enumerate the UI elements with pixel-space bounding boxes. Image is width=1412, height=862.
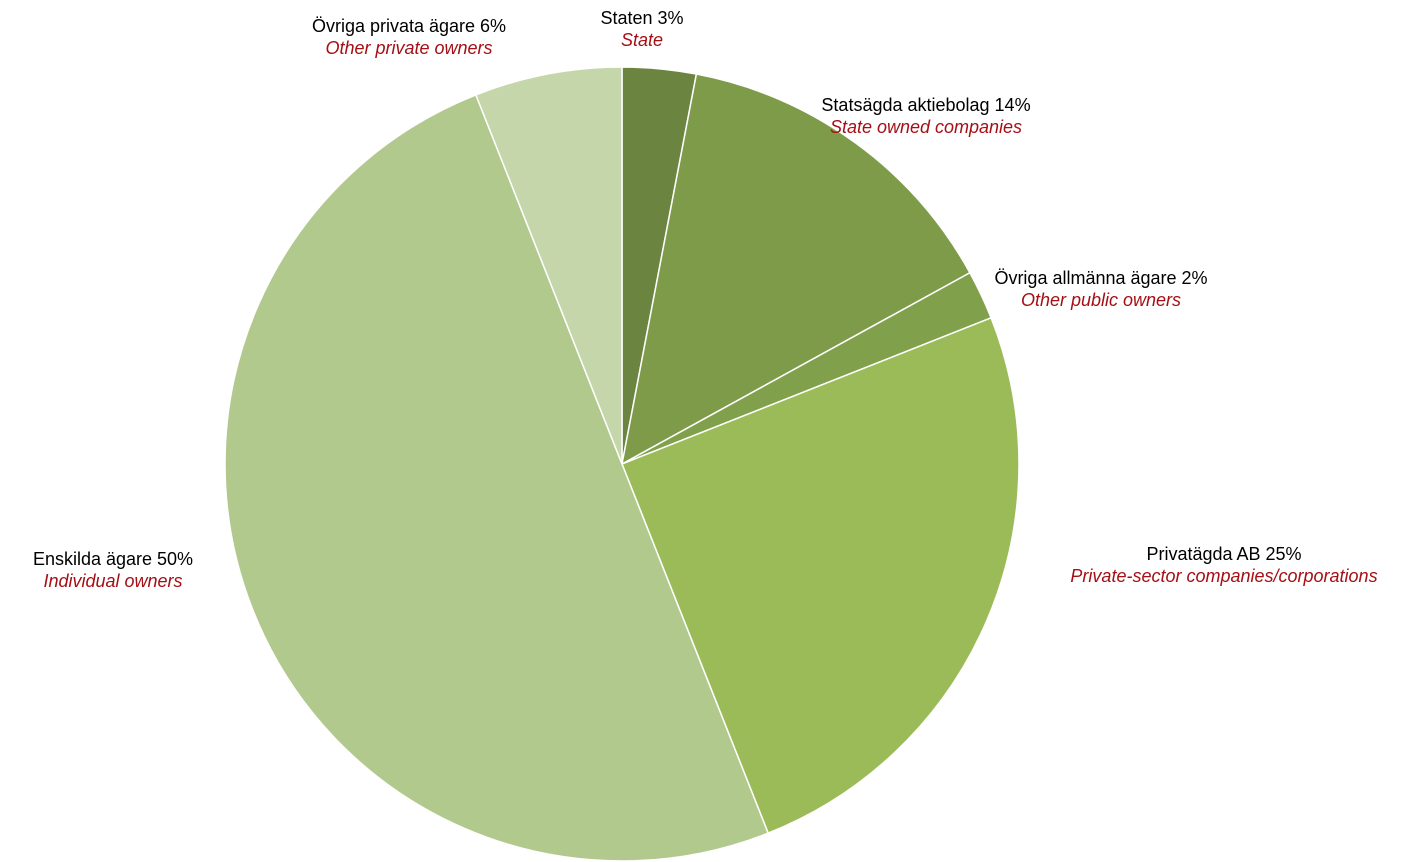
pie-slices <box>224 66 1020 862</box>
pie-slice-3 <box>621 317 1020 834</box>
label-privatagda-ab: Privatägda AB 25% Private-sector compani… <box>1070 543 1377 587</box>
pie-slice-1 <box>621 73 971 465</box>
label-statsagda-aktiebolag-sv: Statsägda aktiebolag 14% <box>821 95 1031 115</box>
label-enskilda-agare-en: Individual owners <box>43 571 183 591</box>
label-statsagda-aktiebolag-en: State owned companies <box>829 117 1023 137</box>
label-enskilda-agare-sv: Enskilda ägare 50% <box>32 549 194 569</box>
label-ovriga-allmanna-agare-sv: Övriga allmänna ägare 2% <box>994 268 1208 288</box>
label-ovriga-allmanna-agare: Övriga allmänna ägare 2% Other public ow… <box>994 267 1207 311</box>
label-ovriga-privata-agare-en: Other private owners <box>325 38 493 58</box>
pie-slice-4 <box>224 94 769 862</box>
label-staten: Staten 3% State <box>600 7 683 51</box>
label-staten-sv: Staten 3% <box>600 8 684 28</box>
label-ovriga-privata-agare: Övriga privata ägare 6% Other private ow… <box>312 15 506 59</box>
label-staten-en: State <box>620 30 664 50</box>
label-privatagda-ab-sv: Privatägda AB 25% <box>1146 544 1302 564</box>
label-privatagda-ab-en: Private-sector companies/corporations <box>1070 566 1378 586</box>
pie-slice-5 <box>475 66 623 465</box>
label-enskilda-agare: Enskilda ägare 50% Individual owners <box>33 548 193 592</box>
label-ovriga-privata-agare-sv: Övriga privata ägare 6% <box>311 16 507 36</box>
label-statsagda-aktiebolag: Statsägda aktiebolag 14% State owned com… <box>821 94 1030 138</box>
label-ovriga-allmanna-agare-en: Other public owners <box>1020 290 1182 310</box>
